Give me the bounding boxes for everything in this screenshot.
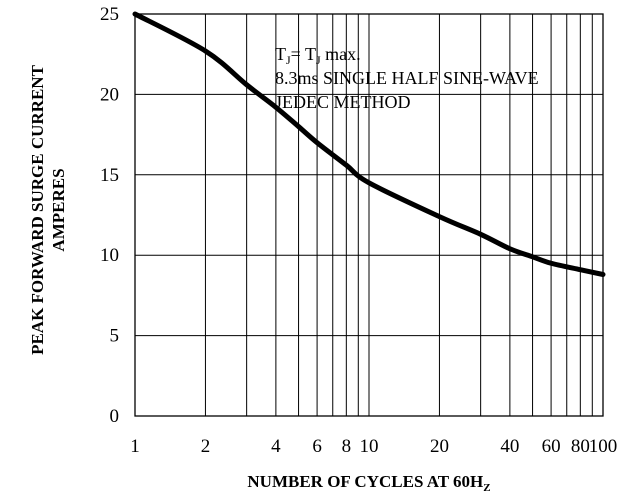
- annotation-tj-subscript: J: [286, 53, 291, 67]
- x-tick-label-8: 8: [342, 436, 352, 457]
- y-tick-label-20: 20: [100, 84, 119, 105]
- conditions-annotation: TJ= TJ max. 8.3ms SINGLE HALF SINE-WAVE …: [275, 44, 539, 112]
- annotation-line-3: JEDEC METHOD: [275, 92, 411, 112]
- x-tick-label-80: 80: [571, 436, 590, 457]
- annotation-tj-subscript-2: J: [316, 53, 321, 67]
- curve-layer: [132, 11, 606, 277]
- x-tick-label-60: 60: [542, 436, 561, 457]
- x-tick-label-40: 40: [500, 436, 519, 457]
- x-tick-label-4: 4: [271, 436, 281, 457]
- x-axis-label: NUMBER OF CYCLES AT 60HZ: [247, 472, 490, 494]
- y-tick-label-0: 0: [110, 406, 120, 427]
- y-tick-label-15: 15: [100, 165, 119, 186]
- y-axis-label-line-2: AMPERES: [49, 168, 68, 251]
- plot-frame: [134, 13, 604, 417]
- x-axis-label-subscript: Z: [483, 482, 490, 494]
- y-axis-ticks: 0 5 10 15 20 25: [100, 4, 119, 427]
- annotation-line-1: TJ= TJ max.: [275, 44, 361, 67]
- annotation-max: max.: [321, 44, 361, 64]
- x-tick-label-100: 100: [589, 436, 618, 457]
- x-tick-label-10: 10: [360, 436, 379, 457]
- annotation-line-2: 8.3ms SINGLE HALF SINE-WAVE: [275, 68, 539, 88]
- x-tick-label-6: 6: [312, 436, 322, 457]
- y-tick-label-25: 25: [100, 4, 119, 25]
- annotation-tj-symbol: T: [275, 44, 286, 64]
- y-axis-label-line-1: PEAK FORWARD SURGE CURRENT: [28, 64, 47, 354]
- annotation-equals: = T: [291, 44, 316, 64]
- x-tick-label-1: 1: [130, 436, 140, 457]
- y-tick-label-5: 5: [110, 326, 120, 347]
- surge-current-curve: [132, 11, 606, 277]
- x-tick-label-2: 2: [201, 436, 211, 457]
- x-axis-label-main: NUMBER OF CYCLES AT 60H: [247, 472, 483, 491]
- x-tick-label-20: 20: [430, 436, 449, 457]
- y-tick-label-10: 10: [100, 245, 119, 266]
